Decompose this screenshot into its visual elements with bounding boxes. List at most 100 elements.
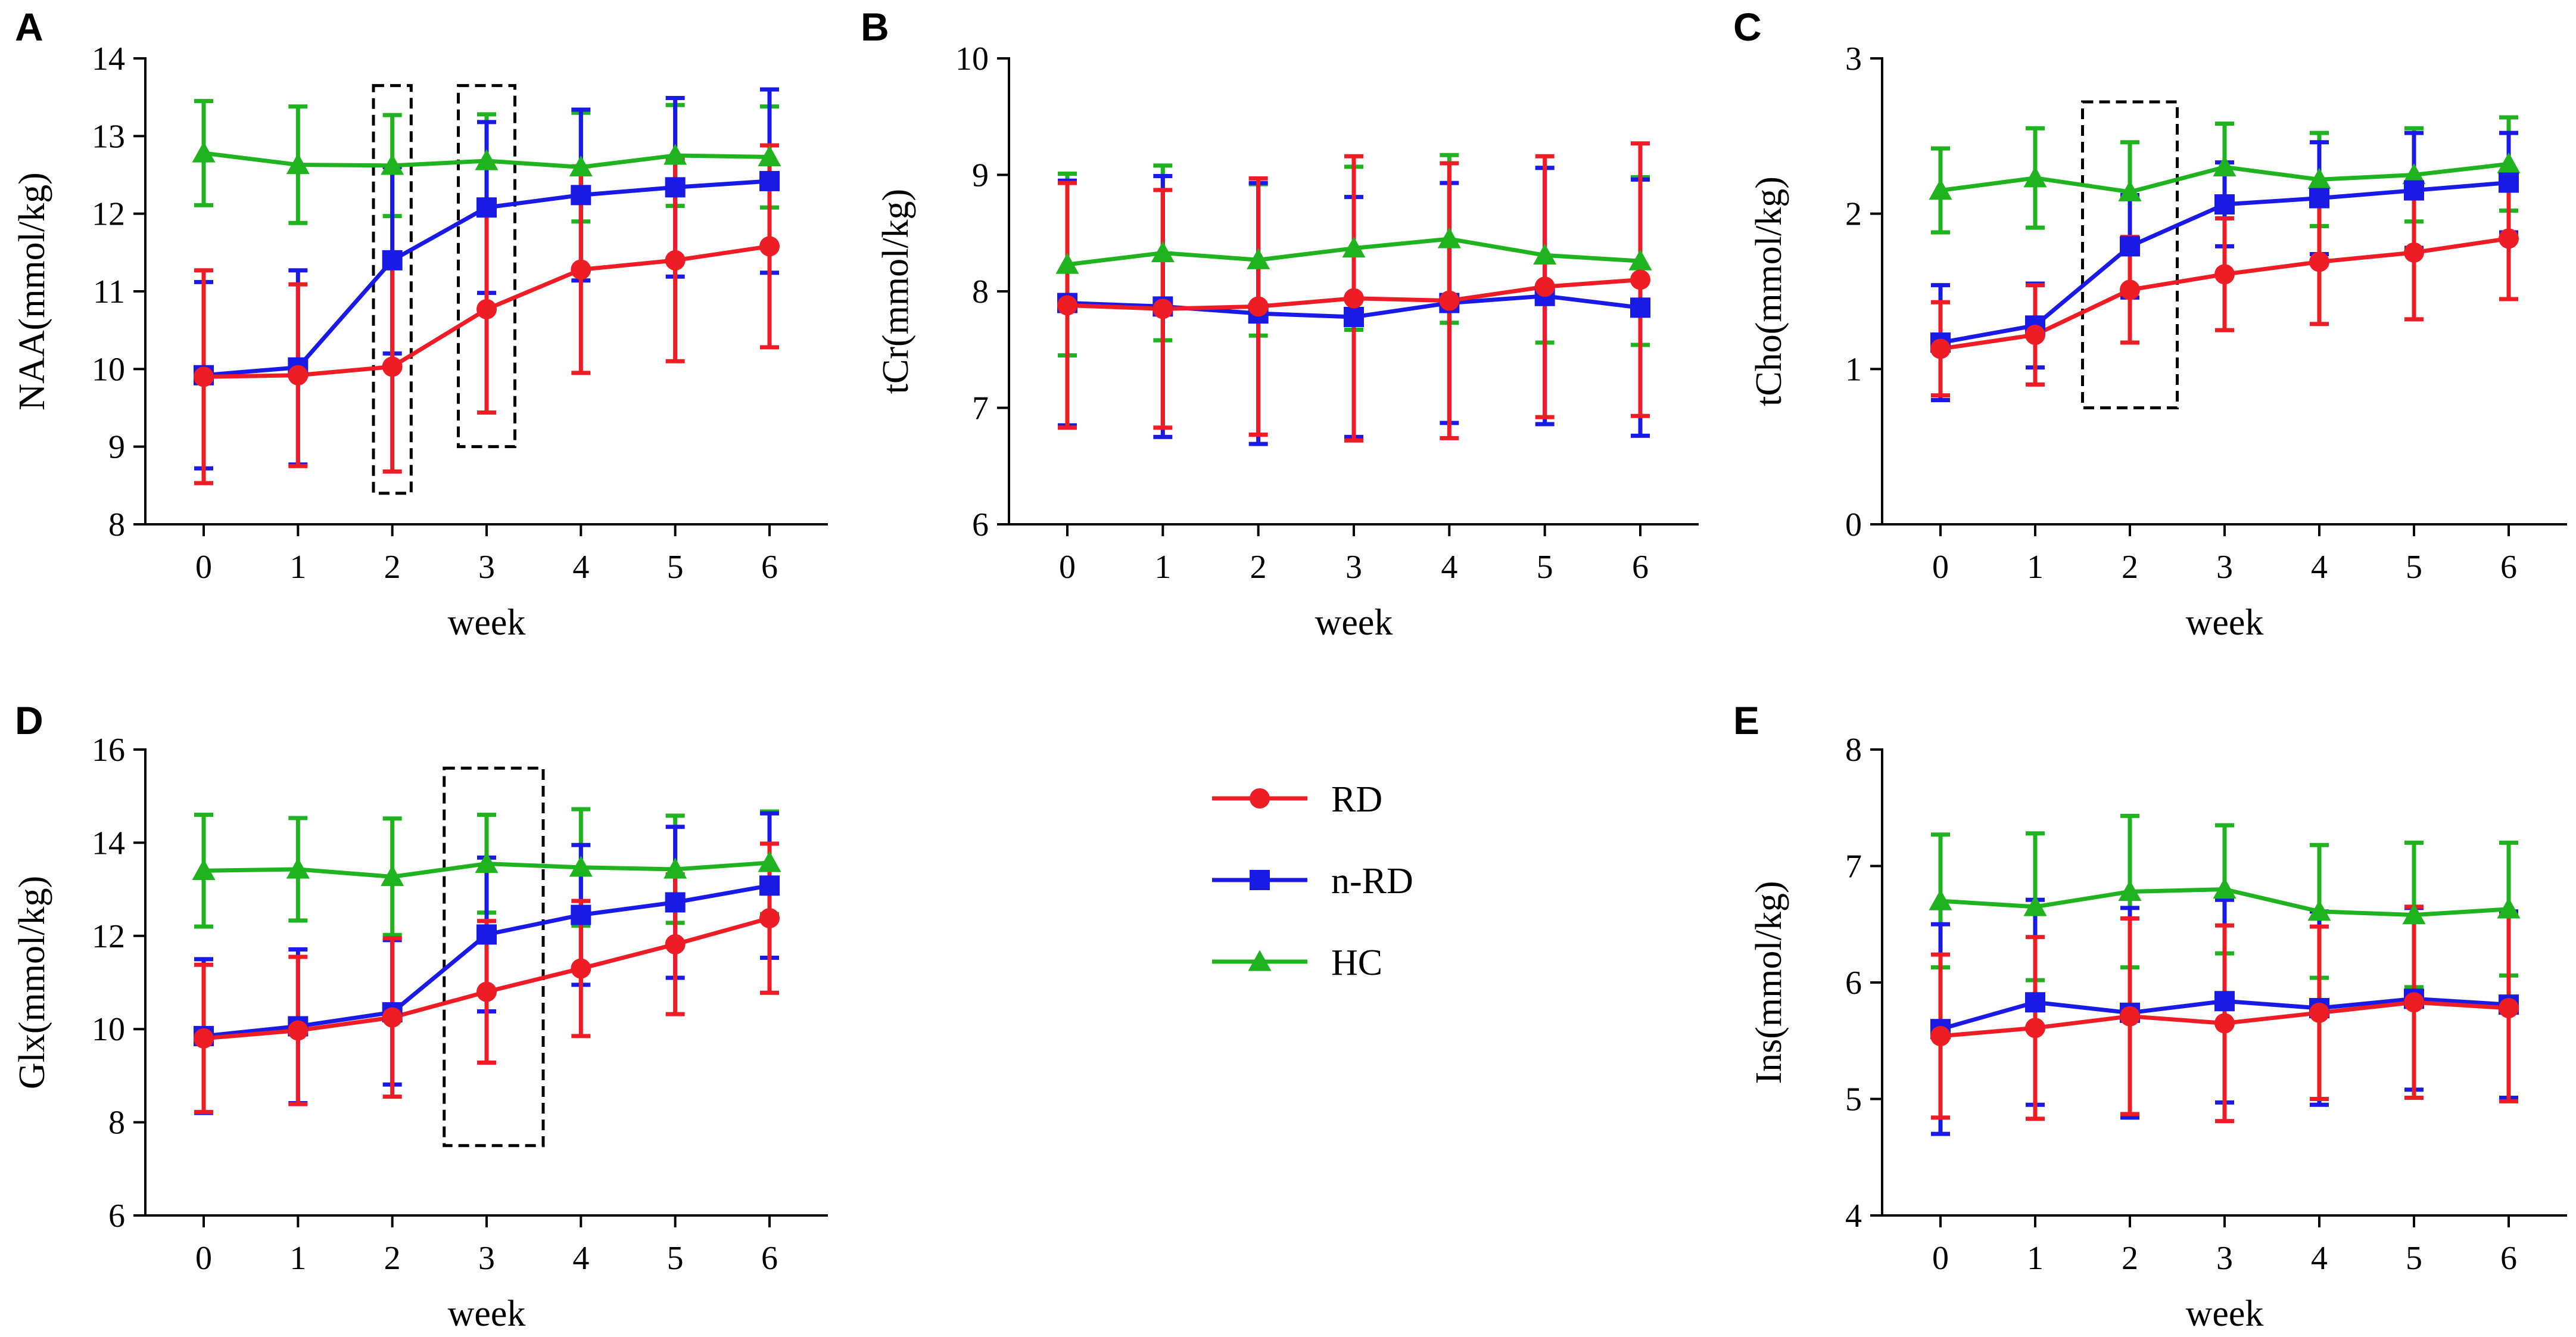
x-tick-label: 4 (2311, 1240, 2328, 1277)
y-tick-label: 10 (92, 1011, 125, 1048)
x-tick-label: 3 (478, 1240, 495, 1277)
data-point-hc (1151, 241, 1175, 263)
data-point-hc (1533, 243, 1557, 265)
y-tick-label: 8 (1845, 732, 1862, 769)
data-point-hc (664, 857, 687, 879)
x-axis-title: week (448, 602, 526, 643)
data-point-rd (665, 934, 686, 954)
data-point-hc (2118, 180, 2142, 201)
y-tick-label: 6 (972, 506, 989, 543)
x-tick-label: 4 (2311, 549, 2328, 586)
data-point-rd (1930, 1025, 1951, 1046)
y-tick-label: 9 (972, 157, 989, 194)
y-tick-label: 12 (92, 196, 125, 233)
data-point-n-rd (665, 177, 686, 198)
data-point-n-rd (2120, 236, 2140, 257)
data-point-hc (2023, 895, 2047, 916)
x-tick-label: 1 (289, 1240, 306, 1277)
legend: RD n-RD HC (1212, 779, 1413, 983)
y-axis-title: NAA(mmol/kg) (12, 172, 52, 411)
data-point-n-rd (476, 924, 497, 945)
data-point-hc (2213, 155, 2237, 177)
x-axis-title: week (2186, 602, 2264, 643)
x-axis-title: week (1315, 602, 1393, 643)
highlight-box (372, 84, 413, 495)
data-point-hc (1628, 249, 1652, 270)
data-point-rd (2499, 998, 2519, 1019)
y-tick-label: 13 (92, 118, 125, 155)
x-tick-label: 0 (1932, 549, 1949, 586)
x-axis-title: week (448, 1294, 526, 1334)
data-point-hc (1929, 889, 1952, 910)
y-tick-label: 12 (92, 918, 125, 955)
y-tick-label: 7 (1845, 848, 1862, 885)
x-tick-label: 0 (1059, 549, 1076, 586)
data-point-rd (288, 365, 309, 385)
legend-item-n-rd: n-RD (1212, 861, 1413, 901)
data-point-rd (2025, 324, 2045, 345)
x-tick-label: 1 (289, 549, 306, 586)
x-tick-label: 0 (195, 1240, 212, 1277)
legend-item-rd: RD (1212, 779, 1382, 820)
data-point-hc (1437, 227, 1461, 248)
data-point-hc (2307, 167, 2331, 189)
y-tick-label: 10 (92, 351, 125, 388)
data-point-n-rd (571, 904, 591, 925)
data-point-rd (382, 356, 403, 377)
data-point-hc (2402, 163, 2426, 185)
panel-label: C (1733, 5, 1762, 49)
x-tick-label: 6 (761, 1240, 778, 1277)
data-point-rd (2309, 1002, 2329, 1023)
y-tick-label: 6 (1845, 965, 1862, 1002)
data-point-rd (1344, 288, 1364, 309)
panel-label: D (15, 698, 43, 742)
x-tick-label: 4 (572, 549, 589, 586)
x-tick-label: 6 (1632, 549, 1649, 586)
data-point-rd (2404, 992, 2424, 1013)
y-tick-label: 1 (1845, 351, 1862, 388)
data-point-n-rd (1344, 307, 1364, 328)
x-tick-label: 5 (667, 549, 684, 586)
legend-label: n-RD (1331, 861, 1413, 901)
x-tick-label: 3 (478, 549, 495, 586)
x-tick-label: 2 (384, 1240, 401, 1277)
x-tick-label: 0 (1932, 1240, 1949, 1277)
data-point-rd (1930, 338, 1951, 359)
highlight-box (457, 84, 516, 449)
data-point-rd (2499, 228, 2519, 249)
x-tick-label: 4 (572, 1240, 589, 1277)
y-tick-label: 6 (108, 1198, 125, 1235)
y-tick-label: 14 (92, 825, 125, 862)
data-point-n-rd (1630, 297, 1650, 318)
x-tick-label: 4 (1441, 549, 1457, 586)
panel-label: E (1733, 698, 1759, 742)
data-point-hc (758, 851, 781, 872)
data-point-hc (192, 859, 216, 880)
data-point-n-rd (2025, 992, 2045, 1013)
data-point-hc (381, 865, 404, 887)
data-point-n-rd (476, 197, 497, 218)
data-point-hc (2023, 166, 2047, 188)
x-tick-label: 5 (667, 1240, 684, 1277)
x-tick-label: 2 (2122, 549, 2138, 586)
y-tick-label: 7 (972, 390, 989, 427)
legend-swatch-marker (1250, 870, 1270, 890)
highlight-box (443, 766, 545, 1148)
data-point-rd (2214, 1013, 2235, 1034)
data-point-hc (475, 852, 499, 873)
x-tick-label: 1 (2027, 1240, 2044, 1277)
y-tick-label: 4 (1845, 1198, 1862, 1235)
data-point-hc (286, 153, 310, 175)
legend-item-hc: HC (1212, 943, 1382, 983)
data-point-hc (286, 857, 310, 879)
x-tick-label: 3 (2216, 549, 2233, 586)
y-tick-label: 0 (1845, 506, 1862, 543)
legend-swatch-marker (1248, 950, 1272, 971)
data-point-n-rd (665, 892, 686, 913)
data-point-rd (665, 250, 686, 270)
data-point-hc (381, 154, 404, 175)
